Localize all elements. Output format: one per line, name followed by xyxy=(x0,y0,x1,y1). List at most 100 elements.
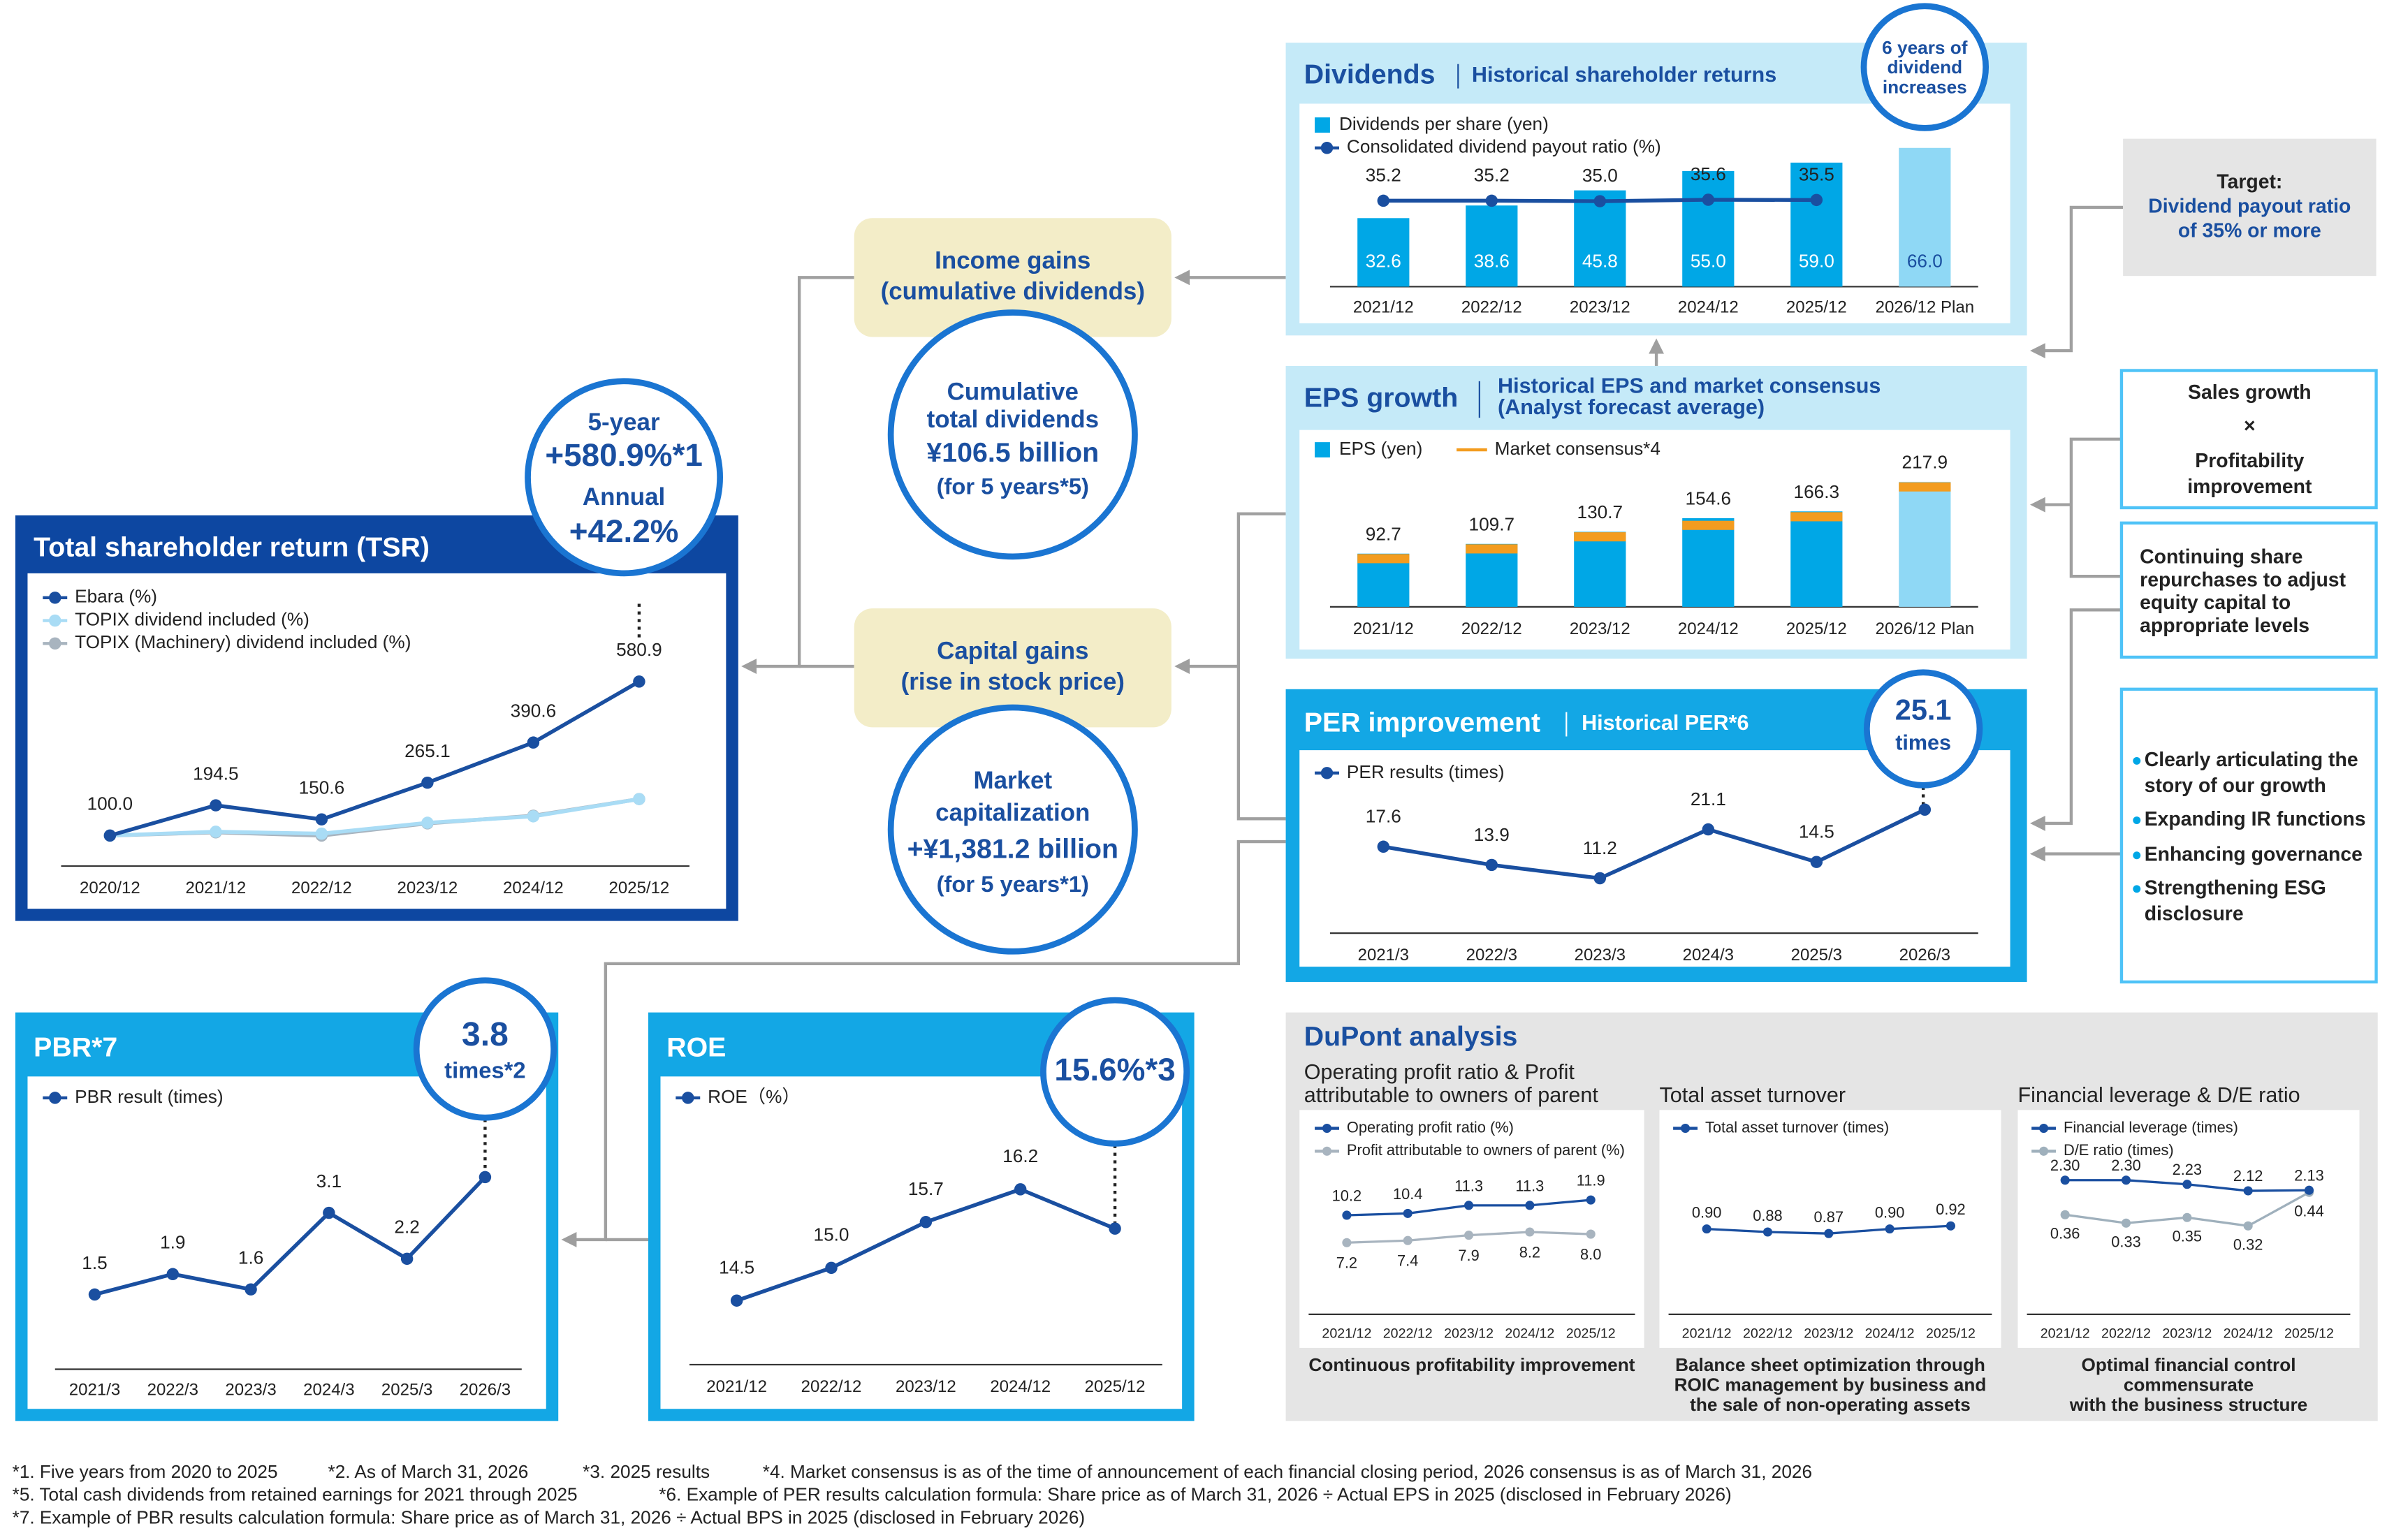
repurchase-box xyxy=(2119,521,2378,659)
footnote: *6. Example of PER results calculation f… xyxy=(659,1484,1732,1505)
income-gains-text: (cumulative dividends) xyxy=(881,277,1145,305)
point xyxy=(166,1268,180,1281)
footnote: *2. As of March 31, 2026 xyxy=(328,1461,529,1482)
series-line xyxy=(109,680,641,838)
chart-title: Total asset turnover xyxy=(1659,1083,1846,1107)
repurchase-text: Continuing share xyxy=(2140,546,2302,569)
cumulative-dividends-text: total dividends xyxy=(927,406,1099,433)
x-tick-label: 2021/3 xyxy=(1358,946,1409,965)
legend-label: EPS (yen) xyxy=(1339,438,1422,459)
point xyxy=(1464,1231,1474,1240)
point xyxy=(2182,1180,2192,1189)
point xyxy=(421,816,434,829)
x-tick-label: 2021/12 xyxy=(2041,1326,2090,1341)
growth-text: Sales growth xyxy=(2188,381,2312,404)
data-label: 11.3 xyxy=(1515,1177,1544,1194)
series-line xyxy=(1382,807,1926,881)
data-label: 11.9 xyxy=(1577,1172,1605,1189)
data-label: 10.2 xyxy=(1332,1187,1362,1205)
legend-swatch xyxy=(2039,1146,2049,1156)
callout-text: Annual xyxy=(583,483,665,511)
point xyxy=(1918,803,1932,816)
legend-swatch xyxy=(49,637,61,650)
data-label: 35.0 xyxy=(1582,165,1618,186)
x-tick-label: 2025/12 xyxy=(1085,1377,1146,1396)
legend-swatch xyxy=(49,1092,61,1104)
point xyxy=(88,1288,101,1301)
initiative-text: disclosure xyxy=(2145,902,2244,925)
legend-swatch xyxy=(1322,1146,1332,1156)
x-tick-label: 2022/12 xyxy=(1743,1326,1793,1341)
x-tick-label: 2026/3 xyxy=(460,1380,511,1399)
chart-title: ROE xyxy=(666,1032,726,1062)
data-label: 0.87 xyxy=(1814,1208,1844,1226)
plot-area xyxy=(1299,1110,1644,1348)
point xyxy=(2060,1175,2070,1185)
callout-circle xyxy=(525,378,723,577)
x-tick-label: 2023/12 xyxy=(1804,1326,1853,1341)
x-tick-label: 2025/3 xyxy=(1791,946,1842,965)
data-label: 3.1 xyxy=(316,1171,342,1191)
connector xyxy=(2069,437,2122,578)
x-tick-label: 2024/12 xyxy=(2224,1326,2273,1341)
data-label: 14.5 xyxy=(719,1256,754,1277)
x-tick-label: 2022/3 xyxy=(1466,946,1517,965)
x-tick-label: 2026/12 Plan xyxy=(1876,298,1974,316)
chart-title: Dividends xyxy=(1304,59,1436,90)
plot-area xyxy=(27,573,727,909)
data-label: 2.12 xyxy=(2233,1167,2263,1185)
legend-label: Consolidated dividend payout ratio (%) xyxy=(1347,136,1661,157)
series-line xyxy=(94,1175,487,1297)
data-label: 35.6 xyxy=(1691,163,1726,184)
data-label: 2.30 xyxy=(2111,1157,2140,1174)
point xyxy=(244,1283,257,1296)
market-cap-text: Market xyxy=(974,767,1053,794)
plot-area xyxy=(1299,750,2010,967)
legend-swatch xyxy=(2039,1123,2049,1134)
data-label: 7.9 xyxy=(1458,1247,1479,1264)
data-label: 109.7 xyxy=(1469,513,1515,534)
x-tick-label: 2021/3 xyxy=(69,1380,120,1399)
caption: commensurate xyxy=(2124,1374,2254,1395)
series-line xyxy=(110,797,640,838)
x-tick-label: 2025/12 xyxy=(1926,1326,1976,1341)
market-cap-text: capitalization xyxy=(935,799,1090,826)
growth-text: Profitability xyxy=(2195,450,2304,472)
point xyxy=(1946,1221,1955,1231)
point xyxy=(633,793,645,805)
market-cap-text: (for 5 years*1) xyxy=(937,871,1089,897)
legend-label: PBR result (times) xyxy=(75,1086,223,1107)
legend-label: Market consensus*4 xyxy=(1495,438,1660,459)
connector xyxy=(2029,205,2124,359)
consensus-marker xyxy=(1899,482,1951,492)
target-box xyxy=(2123,138,2377,277)
callout-circle xyxy=(1040,997,1190,1147)
market-cap-circle xyxy=(887,704,1138,955)
x-tick-label: 2022/3 xyxy=(147,1380,198,1399)
data-label: 150.6 xyxy=(299,777,345,798)
target-text: Dividend payout ratio xyxy=(2148,195,2351,217)
callout-text: 3.8 xyxy=(462,1016,509,1053)
x-tick-label: 2020/12 xyxy=(80,879,140,897)
callout-text: dividend xyxy=(1887,57,1962,78)
bullet xyxy=(2133,756,2141,765)
x-tick-label: 2024/12 xyxy=(1678,298,1739,316)
point xyxy=(2060,1210,2070,1219)
data-label: 38.6 xyxy=(1474,250,1510,271)
point xyxy=(1525,1201,1535,1210)
income-gains-box xyxy=(854,218,1171,337)
point xyxy=(315,827,328,840)
point xyxy=(1377,840,1390,853)
consensus-marker xyxy=(1790,512,1843,522)
data-label: 11.3 xyxy=(1454,1177,1483,1194)
data-label: 130.7 xyxy=(1577,501,1623,522)
x-tick-label: 2022/12 xyxy=(1461,298,1522,316)
callout-text: +580.9%*1 xyxy=(545,437,703,473)
x-tick-label: 2025/12 xyxy=(609,879,670,897)
chart-subtitle: Historical PER*6 xyxy=(1582,711,1749,735)
growth-text: improvement xyxy=(2187,476,2312,498)
caption: with the business structure xyxy=(2069,1394,2308,1415)
dividends-circle xyxy=(887,309,1138,560)
point xyxy=(1810,193,1823,207)
data-label: 1.6 xyxy=(238,1247,263,1268)
